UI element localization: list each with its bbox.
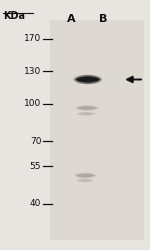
Ellipse shape <box>79 112 94 116</box>
Ellipse shape <box>82 180 87 182</box>
Text: KDa: KDa <box>3 11 25 21</box>
Ellipse shape <box>84 113 89 115</box>
Text: B: B <box>99 14 107 24</box>
Ellipse shape <box>76 77 100 82</box>
Ellipse shape <box>80 174 91 178</box>
Ellipse shape <box>82 76 93 82</box>
Ellipse shape <box>75 173 96 178</box>
Ellipse shape <box>76 75 99 84</box>
Ellipse shape <box>77 173 94 178</box>
Ellipse shape <box>76 174 95 177</box>
Ellipse shape <box>77 180 92 182</box>
Ellipse shape <box>80 179 89 182</box>
Ellipse shape <box>78 179 92 182</box>
Ellipse shape <box>79 76 96 83</box>
Ellipse shape <box>78 106 96 110</box>
Ellipse shape <box>77 106 97 110</box>
Text: 130: 130 <box>24 67 41 76</box>
Ellipse shape <box>85 77 91 82</box>
Text: 40: 40 <box>30 199 41 208</box>
Text: 55: 55 <box>30 162 41 171</box>
Ellipse shape <box>75 105 99 111</box>
Text: 100: 100 <box>24 99 41 108</box>
Ellipse shape <box>76 112 96 116</box>
Text: 170: 170 <box>24 34 41 43</box>
Ellipse shape <box>74 75 102 84</box>
Ellipse shape <box>84 106 90 110</box>
Ellipse shape <box>81 112 91 115</box>
Ellipse shape <box>76 178 94 182</box>
Text: A: A <box>67 14 76 24</box>
Ellipse shape <box>83 174 88 177</box>
Text: 70: 70 <box>30 137 41 146</box>
Ellipse shape <box>81 106 93 110</box>
Bar <box>50 20 144 240</box>
Ellipse shape <box>78 113 94 115</box>
